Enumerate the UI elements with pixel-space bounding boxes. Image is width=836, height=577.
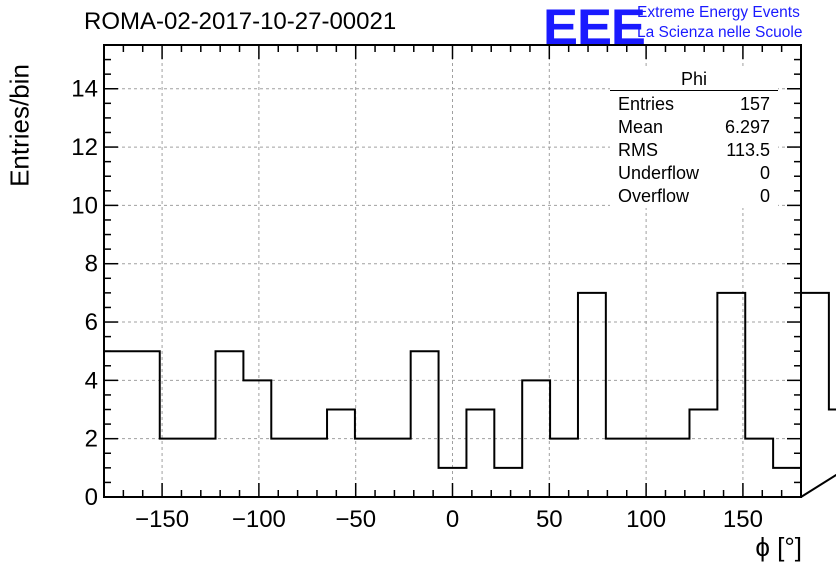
histogram-bin [494,468,522,497]
stats-box: Phi Entries 157 Mean 6.297 RMS 113.5 Und… [610,68,778,208]
histogram-bin [466,410,494,497]
y-tick-label: 4 [85,367,98,394]
histogram-bin [634,439,662,497]
y-tick-label: 0 [85,484,98,511]
x-axis-label: ϕ [°] [755,532,802,562]
stats-title: Phi [610,68,778,91]
stats-value: 113.5 [726,140,770,160]
stats-label: Entries [618,94,675,114]
y-axis-label: Entries/bin [4,64,35,187]
stats-value: 157 [739,94,770,114]
x-tick-label: 150 [723,506,763,533]
histogram-bin [243,380,271,497]
stats-row-mean: Mean 6.297 [610,116,778,139]
stats-value: 0 [759,163,770,183]
histogram-bin [383,439,411,497]
y-tick-label: 12 [71,134,98,161]
stats-row-overflow: Overflow 0 [610,185,778,208]
stats-label: Underflow [618,163,700,183]
histogram-bin [355,439,383,497]
stats-label: RMS [618,140,658,160]
y-tick-label: 10 [71,192,98,219]
histogram-bin [717,293,745,497]
histogram-bin [216,351,244,497]
stats-value: 6.297 [724,117,770,137]
stats-label: Overflow [618,186,690,206]
y-tick-label: 2 [85,426,98,453]
histogram-bin [327,410,355,497]
x-tick-label: 0 [446,506,459,533]
stats-row-rms: RMS 113.5 [610,139,778,162]
x-tick-label: 50 [536,506,563,533]
logo-line-1: Extreme Energy Events [637,4,800,21]
histogram-bin [299,439,327,497]
histogram-bin [271,439,299,497]
x-tick-label: −100 [232,506,286,533]
x-tick-label: 100 [626,506,666,533]
logo-line-2: La Scienza nelle Scuole [637,24,803,41]
stats-label: Mean [618,117,664,137]
y-tick-label: 6 [85,309,98,336]
histogram-bin [550,439,578,497]
stats-value: 0 [759,186,770,206]
y-tick-label: 14 [71,76,98,103]
histogram-bin [745,439,773,497]
histogram-bin [411,351,439,497]
histogram-bin [662,439,690,497]
histogram-outline [103,291,836,498]
histogram-bin [606,439,634,497]
histogram-bin [188,439,216,497]
stats-row-entries: Entries 157 [610,93,778,116]
run-title: ROMA-02-2017-10-27-00021 [84,8,397,35]
histogram-bin [132,351,160,497]
stats-row-underflow: Underflow 0 [610,162,778,185]
histogram-bin [689,410,717,497]
y-tick-label: 8 [85,251,98,278]
x-tick-label: −50 [335,506,376,533]
histogram-bin [801,293,829,497]
histogram-bin [522,380,550,497]
eee-logo: EEE [543,0,646,55]
histogram-bin [578,293,606,497]
histogram-bin [160,439,188,497]
x-tick-label: −150 [135,506,189,533]
histogram-bin [829,410,836,497]
